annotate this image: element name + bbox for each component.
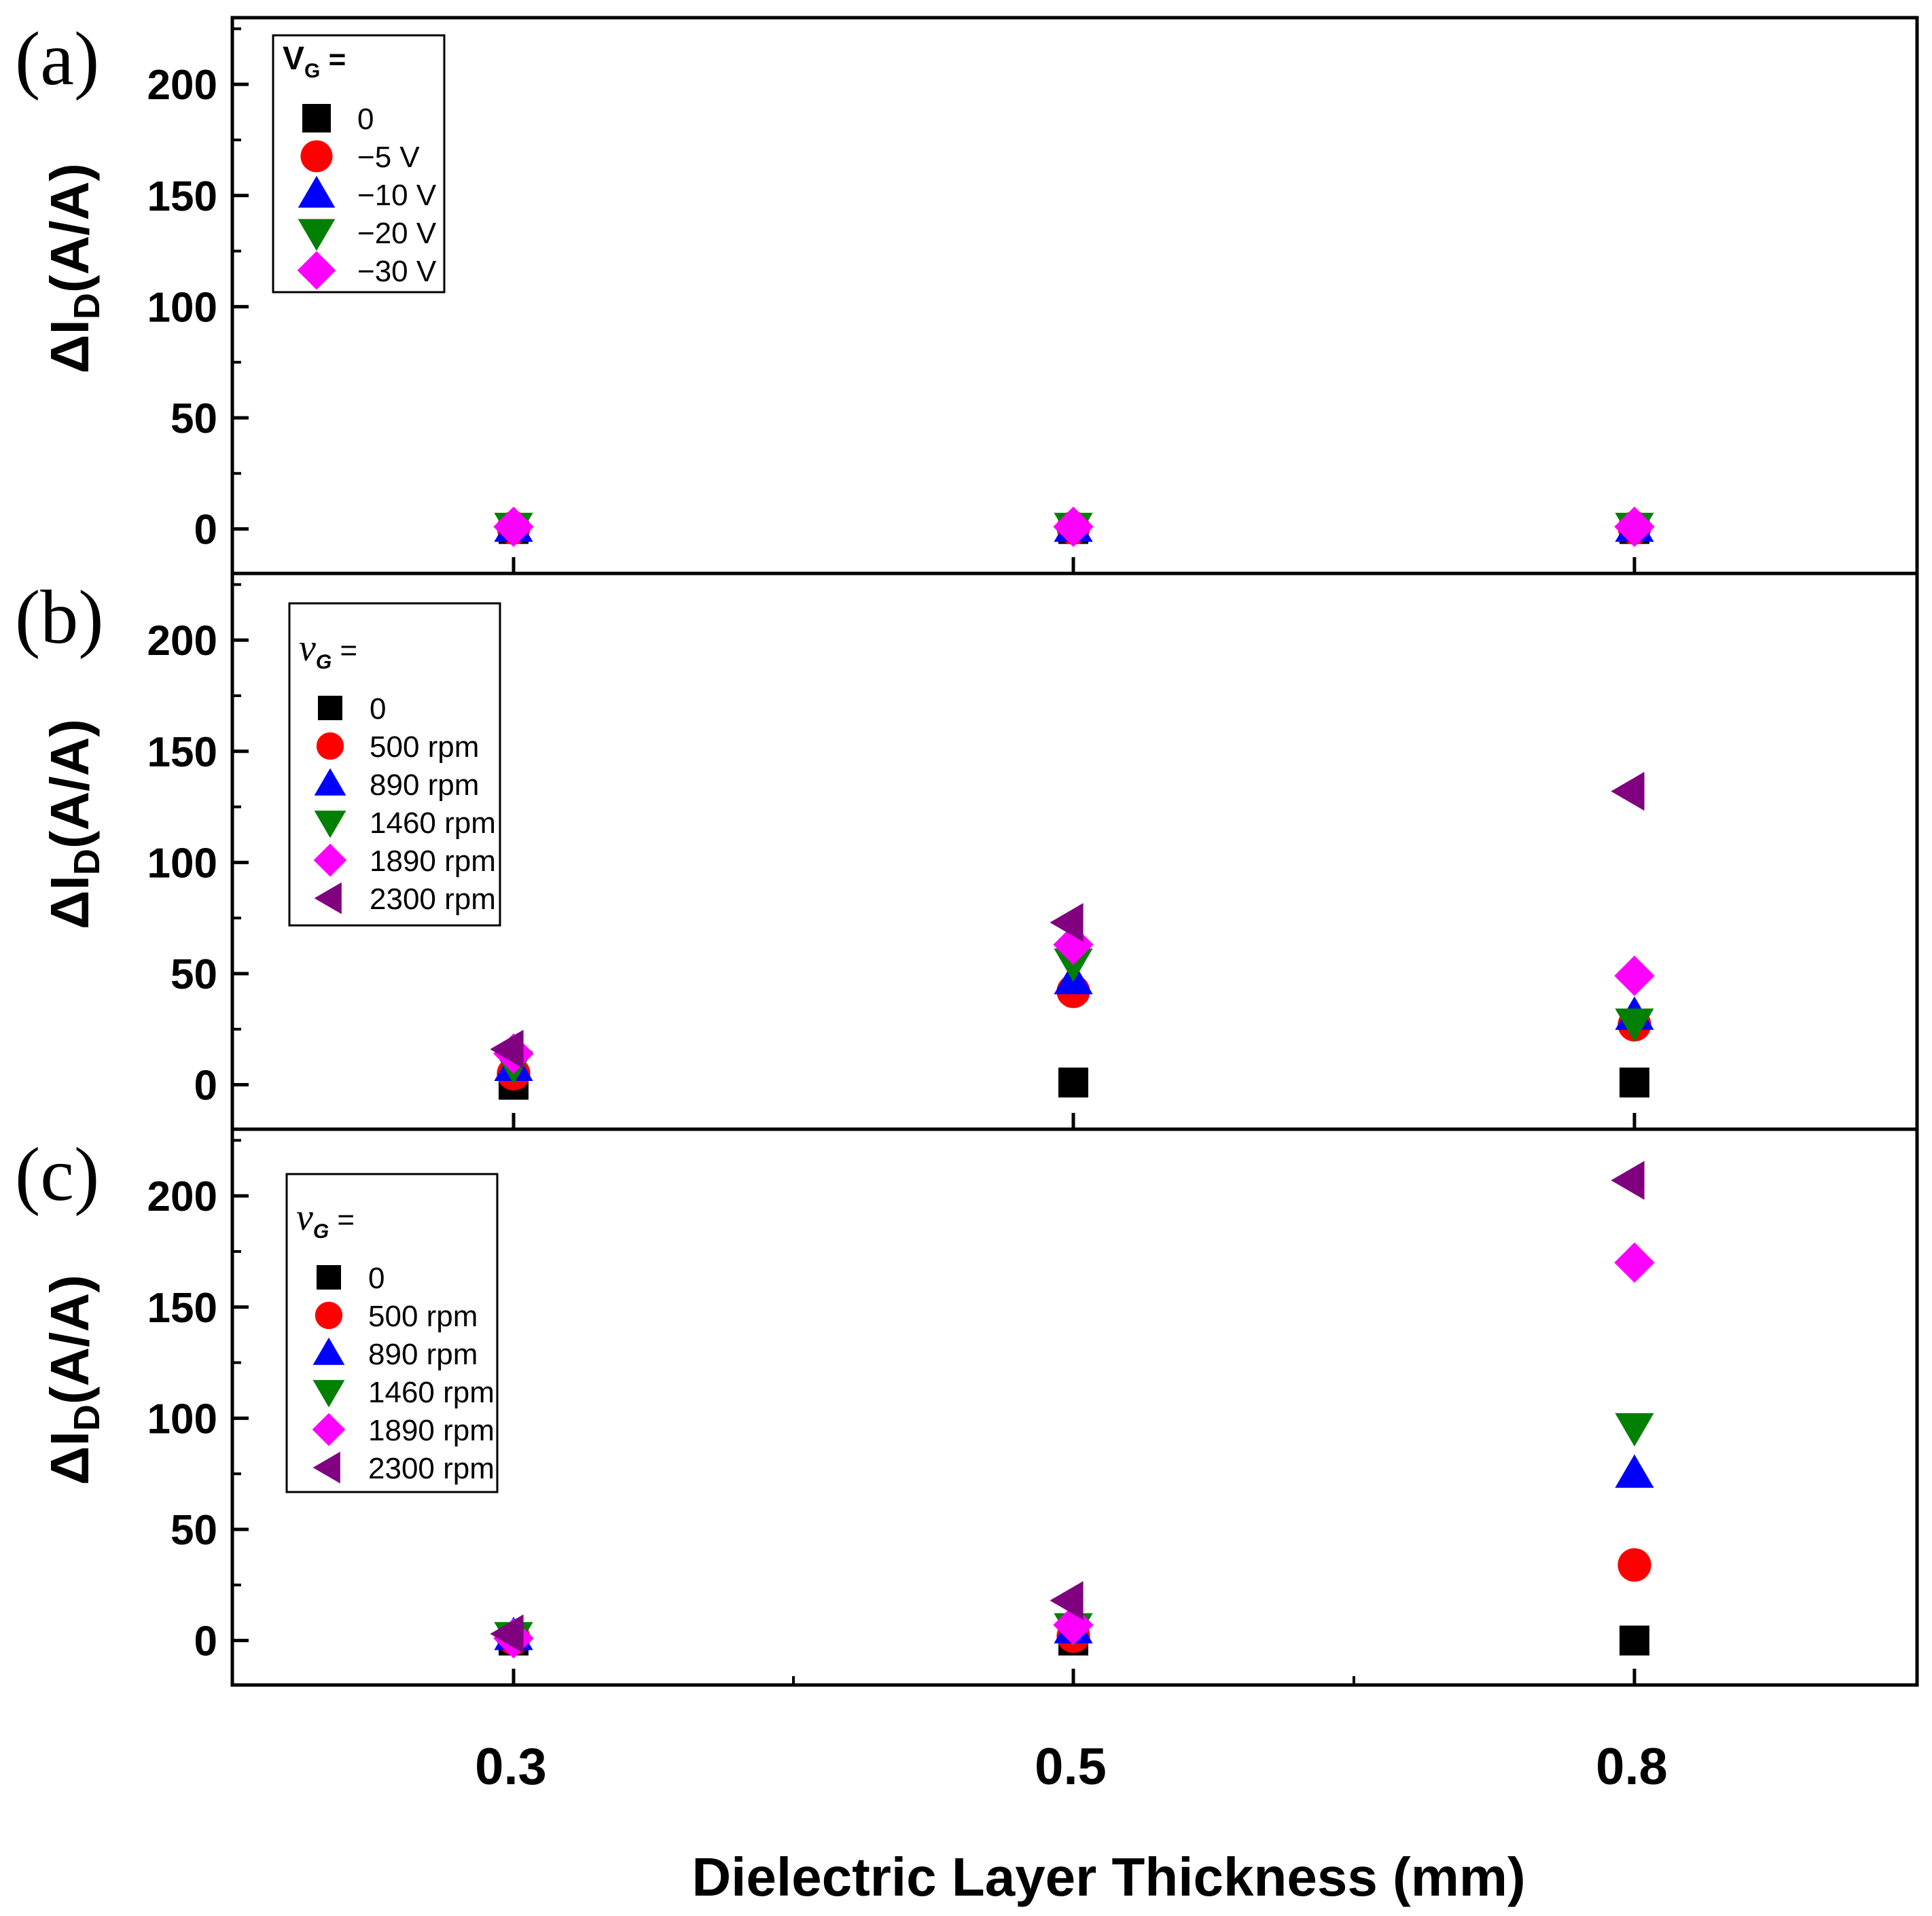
point-0-0.8: [1620, 1625, 1649, 1656]
point-1460-rpm-0.5: [1054, 948, 1093, 982]
y-tick-label: 200: [147, 62, 217, 109]
legend-symbol: [302, 104, 331, 132]
panel-a: 0 50 100 150 200 (a) ΔID(A/A) VG = 0 −5 V −10 V −20…: [15, 16, 1919, 575]
point--30-v-0.3: [493, 506, 534, 547]
legend-title: vG =: [296, 1196, 355, 1243]
data-points: [490, 772, 1655, 1100]
legend-entry-label: 890 rpm: [368, 1338, 478, 1371]
legend-symbol: [312, 1337, 345, 1365]
legend-entry-label: 890 rpm: [370, 768, 479, 802]
legend-entry-label: 1460 rpm: [370, 806, 496, 840]
y-tick-label: 50: [171, 395, 217, 442]
legend-entry-label: 500 rpm: [368, 1300, 478, 1333]
point-1890-rpm-0.8: [1614, 1242, 1655, 1283]
y-tick-label: 0: [194, 1063, 217, 1110]
panel-label: (a): [15, 17, 99, 101]
legend-symbol: [314, 768, 346, 796]
legend-symbol: [298, 175, 336, 208]
legend-entry-label: −10 V: [357, 179, 437, 212]
y-tick-label: 100: [147, 284, 217, 331]
y-tick-label: 100: [147, 840, 217, 887]
legend-entry-label: −30 V: [357, 255, 437, 288]
legend-symbol: [312, 1413, 346, 1447]
y-tick-label: 0: [194, 1618, 217, 1665]
x-axis-label: Dielectric Layer Thickness (mm): [692, 1847, 1525, 1907]
legend-symbol: [312, 1380, 345, 1408]
legend-symbol: [298, 219, 336, 251]
legend-symbol: [315, 1301, 343, 1330]
y-axis-label: ΔID(A/A): [39, 1275, 107, 1485]
point-2300-rpm-0.8: [1611, 1160, 1645, 1200]
y-tick-label: 50: [171, 1507, 217, 1554]
panel-label: (c): [15, 1133, 99, 1217]
y-tick-label: 150: [147, 729, 217, 776]
y-tick-label: 100: [147, 1396, 217, 1442]
x-tick-label: 0.3: [475, 1738, 547, 1796]
legend-symbol: [318, 696, 342, 720]
panel-c: 0 50 100 150 200 (c) ΔID(A/A) vG = 0 500 rpm 890 r…: [15, 1127, 1919, 1907]
panel-b: 0 50 100 150 200 (b) ΔID(A/A) vG = 0 500 rpm 890 r…: [15, 571, 1919, 1131]
legend: VG = 0 −5 V −10 V −20 V −30 V: [272, 34, 446, 294]
point-0-0.8: [1620, 1067, 1649, 1098]
legend-box: [288, 602, 501, 927]
legend-symbol: [312, 1451, 340, 1484]
legend: vG = 0 500 rpm 890 rpm 1460 rpm 1890 rpm 2300 …: [288, 602, 501, 927]
legend-symbol: [313, 843, 347, 877]
point-2300-rpm-0.8: [1611, 772, 1645, 811]
y-axis-label: ΔID(A/A): [39, 719, 107, 929]
legend-symbol: [297, 251, 336, 290]
legend-entry-label: 0: [368, 1262, 384, 1295]
legend-symbol: [316, 732, 344, 760]
point-1890-rpm-0.5: [1053, 924, 1094, 965]
legend-entry-label: −20 V: [357, 217, 437, 250]
legend-symbol: [314, 811, 346, 838]
legend-entry-label: −5 V: [357, 141, 420, 174]
point-890-rpm-0.8: [1615, 1454, 1654, 1488]
point-1890-rpm-0.8: [1614, 955, 1655, 996]
legend-title: VG =: [283, 41, 346, 82]
legend-symbol: [314, 882, 342, 915]
point-2300-rpm-0.3: [490, 1029, 524, 1069]
y-tick-label: 200: [147, 618, 217, 664]
point-2300-rpm-0.5: [1050, 903, 1084, 942]
legend-entry-label: 0: [357, 103, 374, 136]
legend-box: [285, 1173, 499, 1493]
point-1460-rpm-0.8: [1615, 1413, 1654, 1447]
point-1890-rpm-0.5: [1053, 1604, 1094, 1646]
plot-frame: [230, 16, 1919, 575]
legend-entry-label: 2300 rpm: [368, 1452, 495, 1485]
data-points: [490, 1160, 1655, 1658]
legend-entry-label: 2300 rpm: [370, 883, 496, 916]
point--30-v-0.5: [1053, 506, 1094, 547]
y-tick-label: 150: [147, 173, 217, 220]
legend-entry-label: 0: [370, 692, 386, 726]
y-axis-label: ΔID(A/A): [39, 163, 107, 374]
legend-entry-label: 500 rpm: [370, 730, 479, 764]
y-tick-label: 50: [171, 951, 217, 998]
x-tick-label: 0.8: [1596, 1738, 1668, 1796]
legend-entry-label: 1890 rpm: [370, 845, 496, 878]
point-2300-rpm-0.3: [490, 1614, 524, 1654]
point-0-0.5: [1058, 1067, 1088, 1098]
legend-title: vG =: [299, 627, 357, 673]
legend-symbol: [300, 140, 333, 173]
data-points: [493, 506, 1655, 547]
point-500-rpm-0.8: [1617, 1548, 1651, 1582]
point-1460-rpm-0.8: [1615, 1008, 1654, 1042]
point--30-v-0.8: [1614, 506, 1655, 547]
legend-symbol: [317, 1265, 341, 1290]
legend-entry-label: 1890 rpm: [368, 1414, 495, 1447]
x-tick-label: 0.5: [1035, 1738, 1107, 1796]
y-tick-label: 0: [194, 507, 217, 554]
y-tick-label: 150: [147, 1285, 217, 1332]
legend-box: [272, 34, 446, 294]
y-tick-label: 200: [147, 1173, 217, 1220]
legend-entry-label: 1460 rpm: [368, 1376, 495, 1409]
point-2300-rpm-0.5: [1050, 1581, 1084, 1620]
legend: vG = 0 500 rpm 890 rpm 1460 rpm 1890 rpm 2300 …: [285, 1173, 499, 1493]
panel-label: (b): [15, 575, 104, 660]
